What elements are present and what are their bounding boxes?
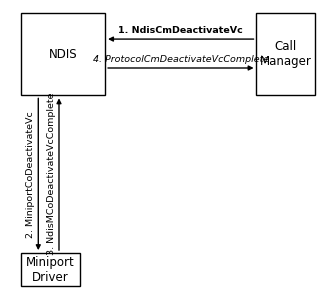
Text: Miniport
Driver: Miniport Driver bbox=[26, 256, 75, 284]
Text: Call
Manager: Call Manager bbox=[260, 40, 312, 68]
Text: 4. ProtocolCmDeactivateVcComplete: 4. ProtocolCmDeactivateVcComplete bbox=[93, 55, 269, 64]
Text: 2. MiniportCoDeactivateVc: 2. MiniportCoDeactivateVc bbox=[26, 111, 35, 237]
Text: 3. NdisMCoDeactivateVcComplete: 3. NdisMCoDeactivateVcComplete bbox=[47, 93, 56, 255]
Text: NDIS: NDIS bbox=[49, 48, 77, 61]
Text: 1. NdisCmDeactivateVc: 1. NdisCmDeactivateVc bbox=[118, 26, 243, 35]
FancyBboxPatch shape bbox=[21, 253, 80, 286]
FancyBboxPatch shape bbox=[21, 13, 105, 96]
FancyBboxPatch shape bbox=[256, 13, 315, 96]
